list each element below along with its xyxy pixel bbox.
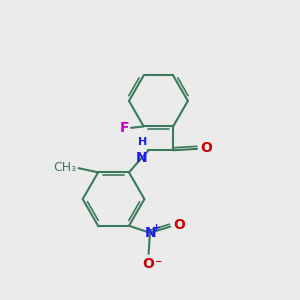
Text: O: O xyxy=(173,218,185,232)
Text: F: F xyxy=(120,121,129,135)
Text: H: H xyxy=(138,137,147,147)
Text: O: O xyxy=(143,257,154,271)
Text: N: N xyxy=(135,151,147,165)
Text: O: O xyxy=(200,141,212,155)
Text: N: N xyxy=(145,226,156,240)
Text: ⁻: ⁻ xyxy=(154,257,162,271)
Text: +: + xyxy=(152,223,161,233)
Text: CH₃: CH₃ xyxy=(53,161,76,174)
